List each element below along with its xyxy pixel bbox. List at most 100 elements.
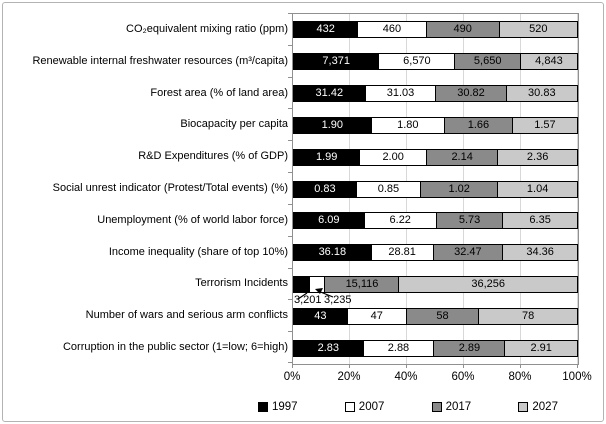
bar-segment: 2.36 — [498, 149, 577, 165]
x-axis-tick — [577, 364, 578, 368]
bar-value: 30.83 — [528, 87, 556, 100]
legend-swatch — [344, 402, 355, 412]
legend-swatch — [431, 402, 442, 412]
legend-swatch — [518, 402, 529, 412]
y-axis-tick — [288, 299, 292, 301]
y-axis-tick — [288, 13, 292, 14]
bar-row: 432 460 490 520 — [293, 21, 578, 39]
bar-value: 6.09 — [318, 214, 340, 227]
bar-segment: 1.99 — [294, 149, 361, 165]
bar-segment: 6,570 — [379, 54, 456, 70]
legend-label: 1997 — [272, 401, 298, 413]
legend-item: 2017 — [431, 401, 471, 413]
y-axis-tick — [288, 76, 292, 78]
bar-value: 2.14 — [451, 150, 473, 163]
category-label: Renewable internal freshwater resources … — [32, 54, 288, 67]
bar-value: 32.47 — [454, 246, 482, 259]
bar-value: 31.03 — [386, 87, 415, 100]
y-axis-tick — [288, 140, 292, 142]
bar-value: 78 — [522, 309, 535, 322]
bar-segment: 1.02 — [421, 181, 499, 197]
bar-value: 43 — [314, 309, 327, 322]
bar-segment: 30.82 — [436, 86, 507, 102]
y-axis-tick — [288, 108, 292, 110]
bar-segment: 490 — [426, 22, 500, 38]
plot-area: 432 460 490 520 7,371 6,570 5,650 4,843 31.42 31.… — [292, 13, 579, 365]
bar-segment — [294, 276, 310, 292]
bar-value: 5.73 — [458, 214, 481, 227]
bar-row: 43 47 58 78 — [293, 307, 578, 325]
category-label: Forest area (% of land area) — [150, 86, 288, 99]
bar-value: 36.18 — [318, 246, 347, 259]
category-label: Biocapacity per capita — [180, 118, 288, 131]
bar-value: 460 — [382, 23, 402, 36]
bar-segment: 6.09 — [294, 213, 365, 229]
bar-value: 4,843 — [535, 55, 563, 68]
bar-segment: 6.35 — [503, 213, 577, 229]
bar-value: 1.02 — [448, 182, 470, 195]
bar-row: 6.09 6.22 5.73 6.35 — [293, 212, 578, 230]
bar-value: 2.36 — [526, 150, 549, 163]
x-axis-tick — [463, 364, 464, 368]
bar-value: 47 — [370, 309, 383, 322]
category-label: R&D Expenditures (% of GDP) — [138, 150, 288, 163]
x-axis-tick — [406, 364, 407, 368]
bar-segment: 520 — [499, 22, 577, 38]
bar-segment: 6.22 — [364, 213, 437, 229]
y-axis-tick — [288, 267, 292, 269]
category-label: Corruption in the public sector (1=low; … — [62, 341, 288, 354]
x-axis-tick-label: 80% — [508, 371, 532, 383]
callout-leader-lines — [297, 287, 334, 300]
y-axis-tick — [288, 172, 292, 174]
category-labels-column: CO₂equivalent mixing ratio (ppm) Renewabl… — [6, 13, 288, 363]
bar-value: 6,570 — [403, 55, 431, 68]
bar-segment: 1.66 — [445, 117, 513, 133]
bar-segment: 31.42 — [294, 86, 366, 102]
bar-segment: 58 — [406, 308, 480, 324]
y-axis-tick — [288, 362, 292, 363]
bar-value: 1.66 — [467, 118, 490, 131]
x-axis-tick-label: 0% — [283, 371, 301, 383]
bar-segment: 460 — [358, 22, 427, 38]
legend-item: 1997 — [258, 401, 298, 413]
bar-segment: 2.14 — [426, 149, 499, 165]
bar-row: 1.99 2.00 2.14 2.36 — [293, 148, 578, 166]
bar-row: 15,116 36,256 — [293, 275, 578, 293]
category-label: CO₂equivalent mixing ratio (ppm) — [126, 22, 288, 35]
bar-value: 2.83 — [317, 341, 339, 354]
legend-label: 2007 — [358, 401, 385, 413]
x-axis-tick — [349, 364, 350, 368]
bar-value: 0.83 — [314, 182, 336, 195]
bar-value: 6.22 — [389, 214, 411, 227]
bar-segment: 2.91 — [505, 340, 577, 356]
y-axis-tick — [288, 331, 292, 333]
x-axis-tick — [520, 364, 521, 368]
bar-segment: 78 — [479, 308, 577, 324]
legend-label: 2027 — [532, 401, 558, 413]
x-axis-tick — [292, 364, 293, 368]
bar-value: 2.88 — [387, 341, 410, 354]
category-label: Social unrest indicator (Protest/Total e… — [52, 181, 288, 194]
bar-segment: 30.83 — [506, 86, 577, 102]
bar-value: 1.90 — [321, 118, 343, 131]
bar-segment: 2.83 — [294, 340, 364, 356]
bar-value: 1.80 — [397, 118, 419, 131]
x-axis-tick-label: 100% — [562, 371, 592, 383]
bar-segment: 1.80 — [371, 117, 446, 133]
bar-segment: 36,256 — [399, 276, 577, 292]
bar-row: 36.18 28.81 32.47 34.36 — [293, 244, 578, 262]
category-label: Terrorism Incidents — [195, 277, 288, 290]
bar-value: 1.99 — [315, 150, 338, 163]
category-label: Unemployment (% of world labor force) — [97, 213, 288, 226]
bar-segment: 5.73 — [436, 213, 504, 229]
bar-segment: 7,371 — [294, 54, 380, 70]
bar-segment: 43 — [294, 308, 348, 324]
bar-value: 1.04 — [526, 182, 549, 195]
bar-segment: 34.36 — [503, 245, 577, 261]
bar-segment: 28.81 — [371, 245, 434, 261]
bar-segment: 31.03 — [365, 86, 437, 102]
legend-swatch — [258, 402, 268, 412]
bar-segment: 5,650 — [455, 54, 521, 70]
category-label: Number of wars and serious arm conflicts — [85, 309, 288, 322]
y-axis-tick — [288, 44, 292, 46]
